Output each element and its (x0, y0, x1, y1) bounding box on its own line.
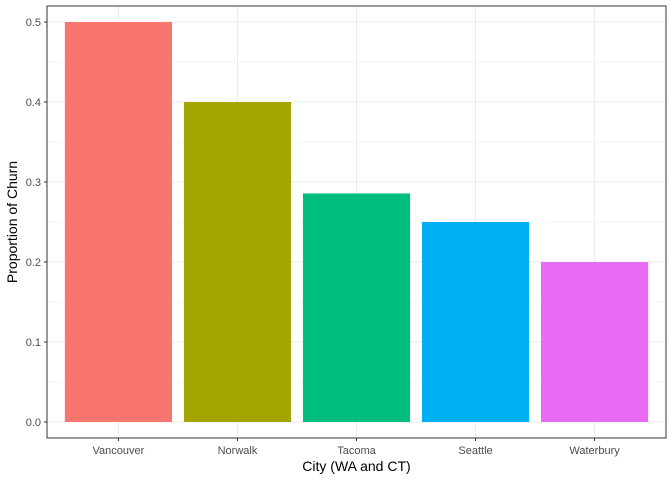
x-tick-label: Norwalk (218, 445, 258, 457)
bar-norwalk (183, 102, 292, 422)
y-axis-ticks: 0.0 0.1 0.2 0.3 0.4 0.5 (26, 17, 47, 429)
bar-tacoma (302, 193, 411, 422)
x-tick-label: Seattle (458, 445, 492, 457)
y-tick-label: 0.1 (26, 337, 41, 349)
y-axis-title: Proportion of Churn (4, 161, 20, 283)
bars (64, 22, 649, 422)
bar-seattle (421, 222, 530, 422)
bar-vancouver (64, 22, 172, 422)
y-tick-label: 0.3 (26, 177, 41, 189)
y-tick-label: 0.0 (26, 417, 41, 429)
x-tick-label: Waterbury (569, 445, 620, 457)
y-tick-label: 0.2 (26, 257, 41, 269)
x-tick-label: Tacoma (337, 445, 376, 457)
x-tick-label: Vancouver (93, 445, 145, 457)
y-tick-label: 0.5 (26, 17, 41, 29)
bar-waterbury (541, 262, 649, 422)
y-tick-label: 0.4 (26, 97, 41, 109)
x-axis-title: City (WA and CT) (302, 458, 410, 474)
x-axis-ticks: Vancouver Norwalk Tacoma Seattle Waterbury (93, 438, 620, 457)
